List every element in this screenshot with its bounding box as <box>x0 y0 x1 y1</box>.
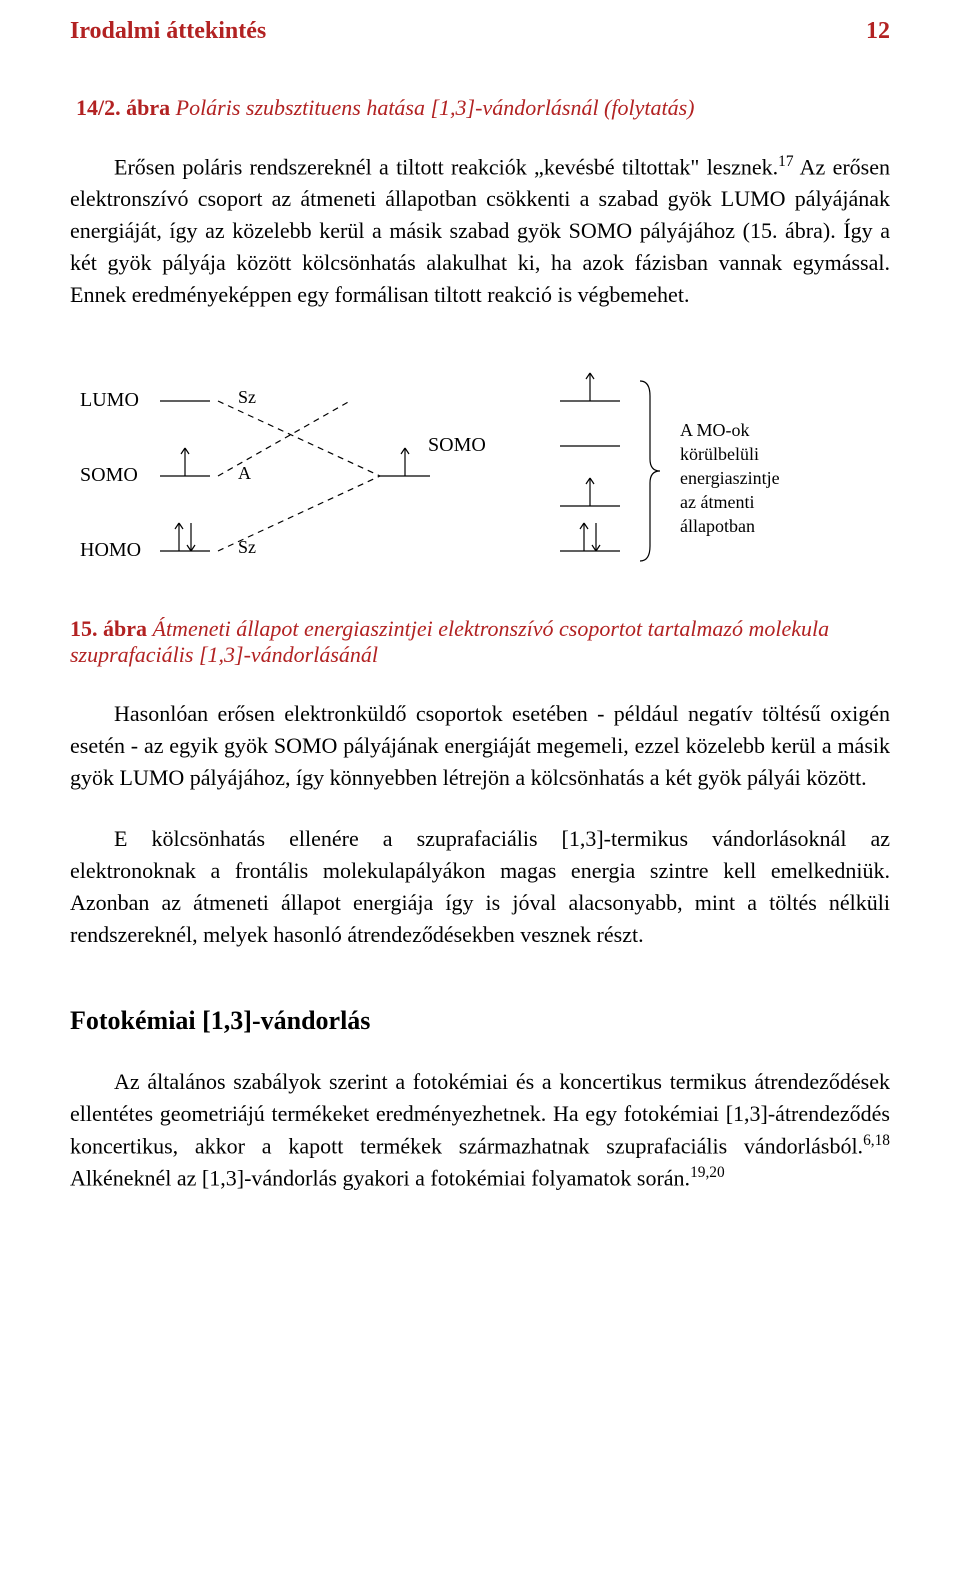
svg-text:energiaszintje: energiaszintje <box>680 468 780 488</box>
paragraph-4: Az általános szabályok szerint a fotokém… <box>70 1066 890 1194</box>
footnote-6-18: 6,18 <box>863 1132 890 1149</box>
figure-label: ábra <box>126 95 170 120</box>
figure-label: ábra <box>103 616 147 641</box>
figure-number: 14/2. <box>76 95 121 120</box>
svg-text:A: A <box>238 463 251 483</box>
figure-title: Átmeneti állapot energiaszintjei elektro… <box>70 616 829 667</box>
footnote-19-20: 19,20 <box>690 1164 725 1181</box>
header-page-number: 12 <box>866 18 890 45</box>
section-heading: Fotokémiai [1,3]-vándorlás <box>70 1006 890 1036</box>
paragraph-2: Hasonlóan erősen elektronküldő csoportok… <box>70 698 890 794</box>
svg-text:Sz: Sz <box>238 387 256 407</box>
svg-text:az átmenti: az átmenti <box>680 492 754 512</box>
svg-text:SOMO: SOMO <box>428 434 486 456</box>
svg-text:LUMO: LUMO <box>80 389 139 411</box>
running-head: Irodalmi áttekintés 12 <box>70 0 890 45</box>
figure-title: Poláris szubsztituens hatása [1,3]-vándo… <box>176 95 695 120</box>
svg-text:körülbelüli: körülbelüli <box>680 444 759 464</box>
figure-number: 15. <box>70 616 98 641</box>
paragraph-1: Erősen poláris rendszereknél a tiltott r… <box>70 151 890 311</box>
svg-text:állapotban: állapotban <box>680 516 755 536</box>
para4-a: Az általános szabályok szerint a fotokém… <box>70 1069 890 1158</box>
svg-text:HOMO: HOMO <box>80 539 141 561</box>
para1-lead: Erősen poláris rendszereknél a tiltott r… <box>114 154 778 179</box>
header-section: Irodalmi áttekintés <box>70 18 266 45</box>
svg-text:A MO-ok: A MO-ok <box>680 420 750 440</box>
svg-text:SOMO: SOMO <box>80 464 138 486</box>
figure-14-2-caption: 14/2. ábra Poláris szubsztituens hatása … <box>70 95 890 121</box>
figure-15-caption: 15. ábra Átmeneti állapot energiaszintje… <box>70 616 890 668</box>
mo-diagram: LUMOSOMOHOMOSzASzSOMOA MO-okkörülbelülie… <box>70 361 890 586</box>
footnote-17: 17 <box>778 153 793 170</box>
para4-b: Alkéneknél az [1,3]-vándorlás gyakori a … <box>70 1165 690 1190</box>
paragraph-3: E kölcsönhatás ellenére a szuprafaciális… <box>70 823 890 951</box>
